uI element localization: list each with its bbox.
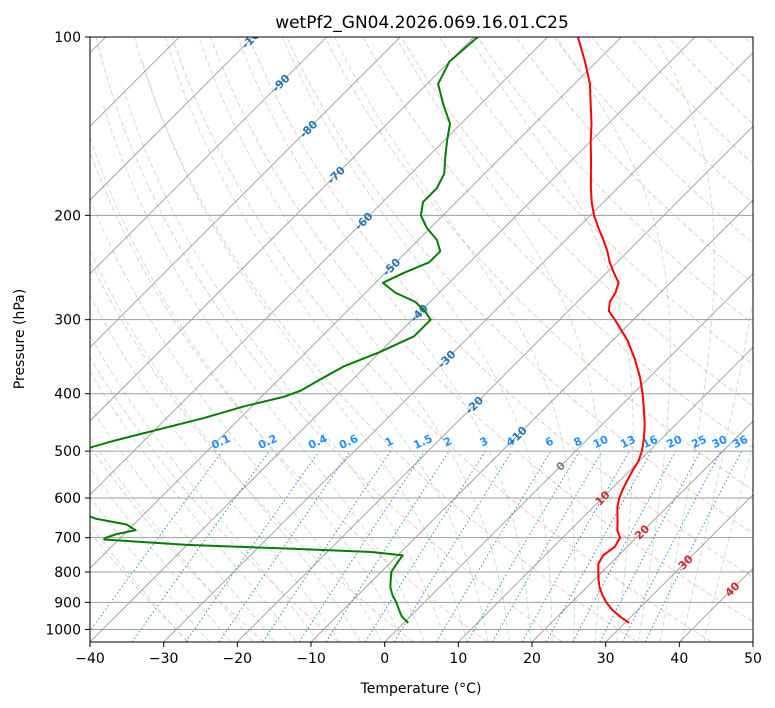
x-tick-label: 30	[597, 651, 615, 667]
mixing-ratio-line	[521, 450, 630, 642]
isotherm-line	[90, 37, 327, 275]
mixing-ratio-line	[325, 450, 450, 642]
moist-adiabat-line	[395, 37, 603, 642]
y-tick-label: 900	[54, 595, 81, 611]
moist-adiabat-line	[142, 61, 468, 642]
dry-adiabat-line	[95, 37, 563, 642]
dry-adiabat-line	[171, 37, 712, 642]
y-axis: 1000 900 800 700 600 500 400 300 200 100	[45, 30, 90, 638]
y-tick-label: 100	[54, 30, 81, 46]
mixing-ratio-line	[262, 450, 392, 642]
mixing-ratio-label: 13	[618, 433, 637, 451]
dry-adiabat-line	[210, 37, 753, 623]
y-tick-label: 800	[54, 565, 81, 581]
isotherm-line	[458, 346, 753, 642]
dry-adiabat-line	[133, 37, 638, 642]
moist-adiabat-line	[334, 37, 576, 642]
dry-adiabat-line	[324, 37, 753, 491]
mixing-ratio-label: 20	[665, 433, 685, 451]
y-tick-label: 700	[54, 531, 81, 547]
moist-adiabat-line	[703, 441, 753, 642]
isotherms	[90, 37, 753, 642]
mixing-ratio-line	[644, 450, 743, 642]
dry-adiabat-line	[515, 37, 753, 284]
temperature-profile-line	[576, 37, 646, 624]
isotherm-line	[384, 273, 753, 642]
dry-adiabat-line	[400, 37, 753, 407]
y-tick-label: 200	[54, 208, 81, 224]
dry-adiabat-line	[90, 150, 488, 642]
x-tick-label: 40	[670, 651, 688, 667]
isotherm-line	[531, 420, 753, 642]
moist-adiabat-line	[164, 37, 489, 642]
moist-adiabat-line	[90, 334, 319, 642]
dry-adiabats	[90, 37, 753, 642]
mixing-ratio-label: 16	[640, 433, 660, 451]
moist-adiabat-line	[90, 135, 404, 642]
dry-adiabat-line	[248, 37, 753, 578]
moist-adiabat-line	[90, 294, 340, 642]
chart-title: wetPf2_GN04.2026.069.16.01.C25	[275, 13, 569, 33]
y-tick-label: 300	[54, 313, 81, 329]
x-tick-label: −30	[149, 651, 179, 667]
isotherm-line	[90, 37, 696, 642]
y-tick-label: 500	[54, 444, 81, 460]
y-tick-label: 600	[54, 491, 81, 507]
dry-adiabat-line	[90, 531, 190, 642]
moist-adiabat-line	[90, 436, 254, 642]
x-tick-label: 10	[449, 651, 467, 667]
isotherm-line	[90, 37, 401, 348]
mixing-ratio-line	[298, 450, 425, 642]
isotherm-line	[90, 37, 475, 422]
mixing-ratio-label: 10	[591, 433, 611, 451]
isotherm-line	[310, 199, 753, 642]
x-tick-label: −40	[75, 651, 105, 667]
mixing-ratio-line	[185, 450, 320, 642]
moist-adiabat-line	[281, 37, 553, 642]
mixing-ratio-line	[545, 450, 653, 642]
mixing-ratio-line	[90, 450, 223, 632]
isotherm-line	[90, 37, 254, 201]
moist-adiabat-line	[102, 104, 425, 642]
y-axis-label: Pressure (hPa)	[12, 289, 28, 389]
mixing-ratio-lines	[90, 450, 743, 642]
x-tick-label: −20	[223, 651, 253, 667]
moist-adiabat-line	[681, 37, 753, 642]
isotherm-line	[163, 52, 753, 642]
moist-adiabats	[90, 37, 753, 642]
mixing-ratio-line	[572, 450, 677, 642]
profile-series	[90, 37, 646, 624]
isotherm-line	[237, 125, 753, 642]
mixing-ratio-label: 25	[689, 433, 708, 451]
dry-adiabat-line	[90, 445, 264, 642]
x-tick-label: 50	[744, 651, 762, 667]
plot-frame	[89, 36, 754, 643]
mixing-ratio-line	[218, 450, 351, 642]
dewpoint-profile-line	[90, 37, 479, 624]
mixing-ratio-label: 30	[710, 433, 730, 451]
dry-adiabat-line	[439, 37, 753, 365]
isotherm-line	[605, 494, 753, 642]
x-tick-label: 0	[380, 651, 389, 667]
mixing-ratio-label: 36	[731, 433, 751, 451]
x-axis-label: Temperature (°C)	[360, 681, 482, 697]
moist-adiabat-line	[198, 37, 510, 642]
y-tick-label: 1000	[45, 622, 81, 638]
mixing-ratio-line	[393, 450, 513, 642]
dry-adiabat-line	[90, 356, 339, 642]
x-tick-label: −10	[296, 651, 326, 667]
x-tick-label: 20	[523, 651, 541, 667]
y-tick-label: 400	[54, 387, 81, 403]
x-axis: −40 −30 −20 −10 0 10 20 30 40 50	[75, 642, 762, 667]
moist-adiabat-line	[121, 83, 446, 642]
mixing-ratio-line	[131, 450, 270, 642]
moist-adiabat-line	[90, 467, 232, 642]
moist-adiabat-line	[555, 37, 671, 642]
plot-area: 0.1 0.2 0.4 0.6 1 1.5 2 3 4 6 8 10 13 16 20 25 30 36-100-…	[90, 37, 753, 642]
moist-adiabat-line	[654, 37, 715, 642]
moist-adiabat-line	[90, 249, 361, 642]
